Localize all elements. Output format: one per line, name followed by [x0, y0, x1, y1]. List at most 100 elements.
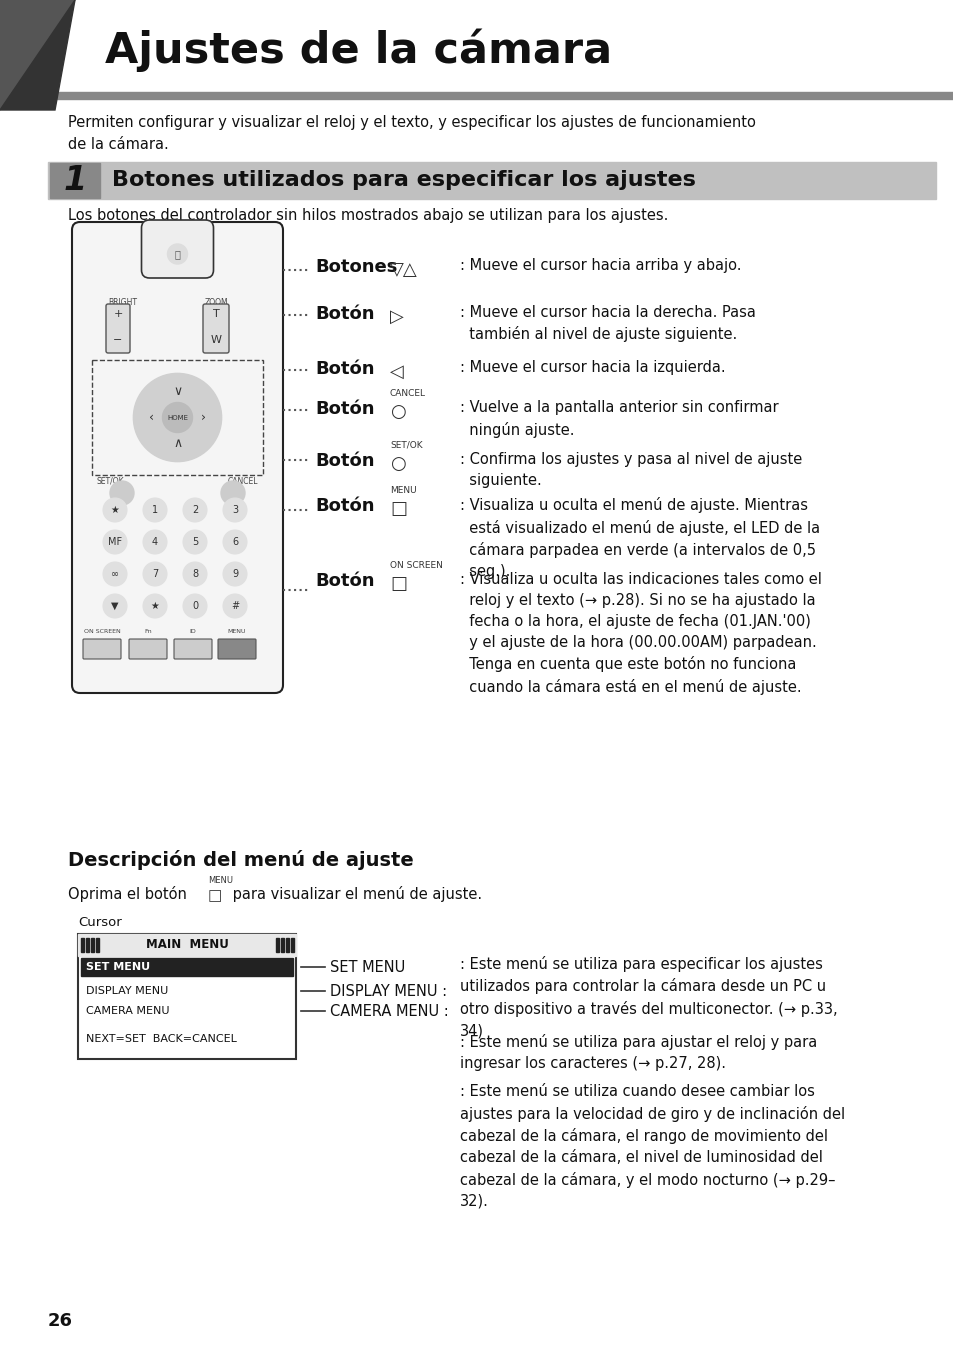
Text: ZOOM: ZOOM — [205, 297, 229, 307]
Text: 1: 1 — [63, 164, 87, 197]
Bar — [50, 164, 100, 197]
Text: : Este menú se utiliza para especificar los ajustes
utilizados para controlar la: : Este menú se utiliza para especificar … — [459, 956, 837, 1038]
FancyBboxPatch shape — [83, 639, 121, 658]
Text: ‹: ‹ — [149, 411, 153, 425]
Bar — [78, 934, 295, 1059]
Text: HOME: HOME — [167, 415, 188, 420]
Text: 8: 8 — [192, 569, 198, 579]
Text: −: − — [113, 335, 123, 345]
Bar — [281, 938, 284, 952]
Text: SET MENU: SET MENU — [86, 963, 150, 972]
Circle shape — [223, 594, 247, 618]
Circle shape — [103, 530, 127, 554]
Bar — [78, 934, 295, 956]
Circle shape — [223, 498, 247, 522]
Text: : Vuelve a la pantalla anterior sin confirmar
  ningún ajuste.: : Vuelve a la pantalla anterior sin conf… — [459, 400, 778, 438]
Text: Fn: Fn — [144, 629, 152, 634]
Circle shape — [183, 498, 207, 522]
Text: 6: 6 — [232, 537, 238, 548]
FancyBboxPatch shape — [71, 222, 283, 694]
FancyBboxPatch shape — [141, 220, 213, 279]
Text: CAMERA MENU :: CAMERA MENU : — [330, 1003, 448, 1018]
Text: Botón: Botón — [314, 498, 375, 515]
Text: ON SCREEN: ON SCREEN — [84, 629, 120, 634]
Text: ▽△: ▽△ — [390, 261, 417, 279]
Text: Permiten configurar y visualizar el reloj y el texto, y especificar los ajustes : Permiten configurar y visualizar el relo… — [68, 115, 755, 151]
Circle shape — [103, 562, 127, 585]
Text: SET/OK: SET/OK — [390, 441, 422, 450]
Text: ID: ID — [190, 629, 196, 634]
Text: DISPLAY MENU :: DISPLAY MENU : — [330, 983, 447, 999]
Text: para visualizar el menú de ajuste.: para visualizar el menú de ajuste. — [228, 886, 481, 902]
Text: Botón: Botón — [314, 572, 375, 589]
Bar — [48, 162, 935, 199]
Circle shape — [103, 498, 127, 522]
Text: : Este menú se utiliza cuando desee cambiar los
ajustes para la velocidad de gir: : Este menú se utiliza cuando desee camb… — [459, 1084, 844, 1209]
Text: Ajustes de la cámara: Ajustes de la cámara — [105, 28, 612, 72]
Text: 4: 4 — [152, 537, 158, 548]
Text: : Mueve el cursor hacia la izquierda.: : Mueve el cursor hacia la izquierda. — [459, 360, 725, 375]
Circle shape — [143, 594, 167, 618]
Circle shape — [223, 562, 247, 585]
Text: ▼: ▼ — [112, 602, 118, 611]
Text: : Este menú se utiliza para ajustar el reloj y para
ingresar los caracteres (→ p: : Este menú se utiliza para ajustar el r… — [459, 1034, 817, 1071]
FancyBboxPatch shape — [106, 304, 130, 353]
Circle shape — [183, 594, 207, 618]
Bar — [291, 938, 294, 952]
Bar — [91, 938, 94, 952]
Text: □: □ — [390, 500, 407, 518]
Circle shape — [103, 594, 127, 618]
Circle shape — [162, 403, 193, 433]
Text: : Visualiza u oculta el menú de ajuste. Mientras
  está visualizado el menú de a: : Visualiza u oculta el menú de ajuste. … — [459, 498, 820, 579]
Text: : Visualiza u oculta las indicaciones tales como el
  reloj y el texto (→ p.28).: : Visualiza u oculta las indicaciones ta… — [459, 572, 821, 695]
Circle shape — [168, 243, 188, 264]
FancyBboxPatch shape — [218, 639, 255, 658]
Bar — [81, 959, 293, 976]
Text: : Mueve el cursor hacia arriba y abajo.: : Mueve el cursor hacia arriba y abajo. — [459, 258, 740, 273]
Text: 3: 3 — [232, 506, 238, 515]
Circle shape — [183, 562, 207, 585]
Text: ▷: ▷ — [390, 308, 403, 326]
Text: □: □ — [208, 888, 222, 903]
Text: 0: 0 — [192, 602, 198, 611]
Text: ○: ○ — [390, 456, 405, 473]
Text: Botón: Botón — [314, 400, 375, 418]
Bar — [0, 92, 953, 99]
Circle shape — [143, 498, 167, 522]
Circle shape — [183, 530, 207, 554]
Text: +: + — [113, 310, 123, 319]
Text: MF: MF — [108, 537, 122, 548]
Text: 7: 7 — [152, 569, 158, 579]
Text: Botón: Botón — [314, 360, 375, 379]
Text: W: W — [211, 335, 221, 345]
Text: MENU: MENU — [228, 629, 246, 634]
Text: DISPLAY MENU: DISPLAY MENU — [86, 986, 168, 996]
Polygon shape — [0, 0, 75, 110]
Text: ›: › — [201, 411, 206, 425]
Text: Botón: Botón — [314, 452, 375, 470]
Text: SET/OK: SET/OK — [97, 477, 125, 485]
Circle shape — [221, 481, 245, 506]
Bar — [286, 938, 289, 952]
Bar — [86, 938, 89, 952]
Text: ◁: ◁ — [390, 362, 403, 381]
Text: ★: ★ — [111, 506, 119, 515]
Text: 9: 9 — [232, 569, 238, 579]
Text: T: T — [213, 310, 219, 319]
Bar — [91, 360, 263, 475]
Text: ∨: ∨ — [172, 385, 182, 397]
Text: Cursor: Cursor — [78, 917, 122, 929]
Text: #: # — [231, 602, 239, 611]
Text: CAMERA MENU: CAMERA MENU — [86, 1006, 170, 1015]
Text: 5: 5 — [192, 537, 198, 548]
Bar — [81, 938, 84, 952]
Text: ★: ★ — [151, 602, 159, 611]
FancyBboxPatch shape — [203, 304, 229, 353]
Circle shape — [223, 530, 247, 554]
Text: ⏻: ⏻ — [174, 249, 180, 260]
Text: MENU: MENU — [208, 876, 233, 886]
Text: Botones utilizados para especificar los ajustes: Botones utilizados para especificar los … — [112, 170, 695, 191]
Text: Oprima el botón: Oprima el botón — [68, 886, 187, 902]
FancyBboxPatch shape — [173, 639, 212, 658]
Text: ∞: ∞ — [111, 569, 119, 579]
